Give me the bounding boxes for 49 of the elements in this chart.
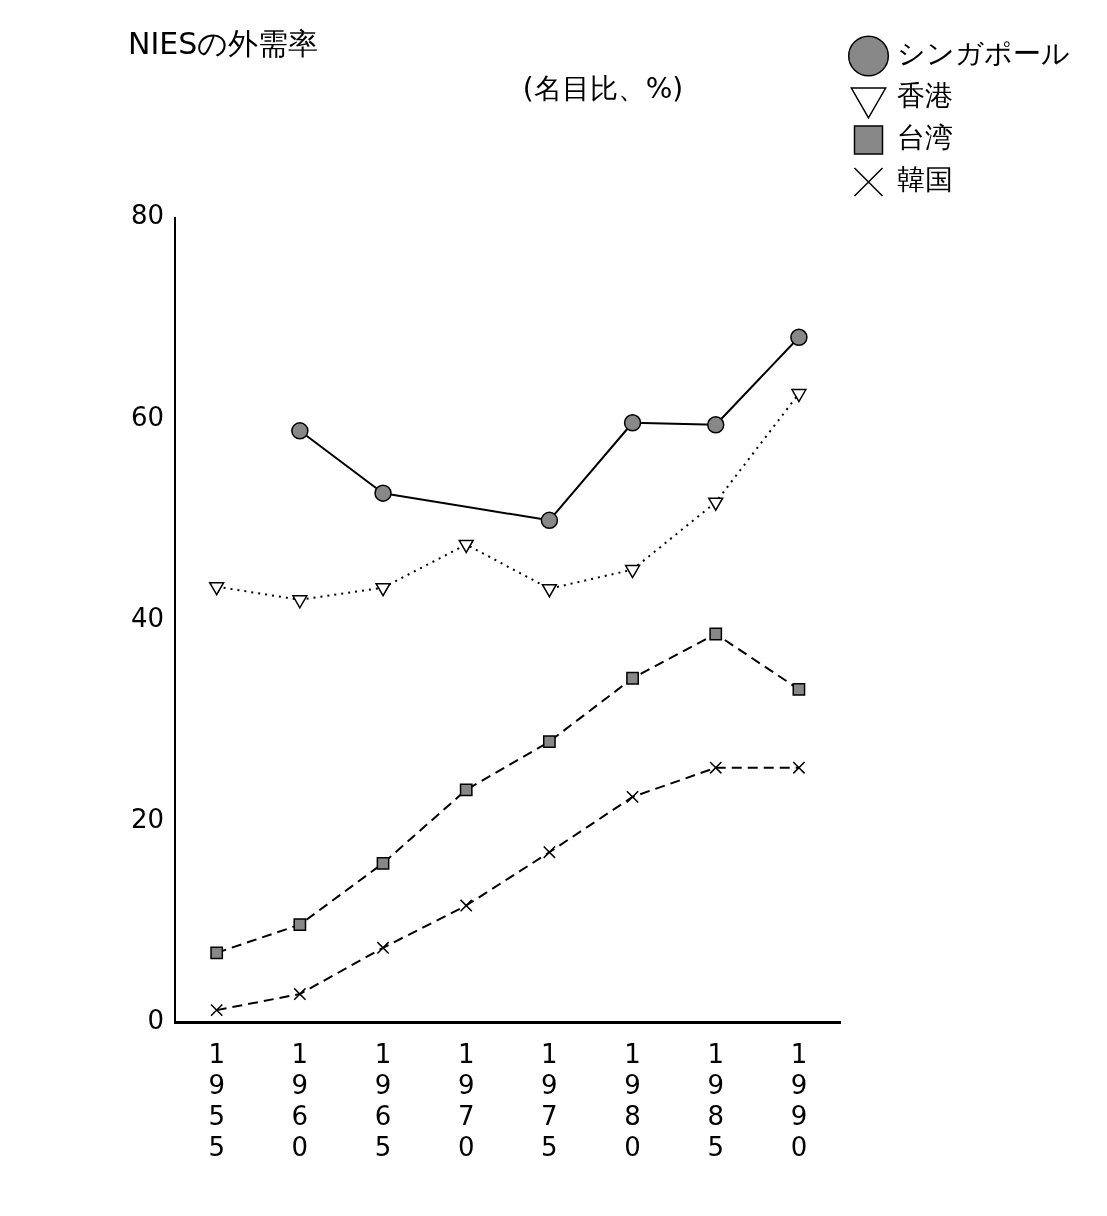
legend-label: 韓国 (896, 163, 953, 197)
point (791, 388, 807, 403)
point (709, 627, 723, 641)
point (626, 671, 639, 685)
x-tick-label: 1985 (707, 1038, 725, 1163)
y-tick-label: 80 (130, 200, 165, 231)
point (541, 583, 558, 598)
point (458, 539, 474, 554)
point (291, 422, 309, 440)
point (376, 856, 390, 870)
point (542, 845, 556, 859)
point (208, 581, 225, 596)
point (459, 783, 473, 797)
legend-label: シンガポール (896, 37, 1070, 71)
point (210, 946, 224, 960)
point (624, 564, 641, 579)
y-tick-label: 40 (130, 602, 165, 633)
point (709, 761, 723, 775)
x-tick-label: 1970 (457, 1038, 475, 1163)
point (708, 497, 724, 511)
point (790, 328, 808, 347)
point (375, 582, 391, 597)
point (374, 484, 392, 502)
x-tick-label: 1960 (291, 1038, 309, 1163)
chart-title: NIESの外需率 (128, 25, 319, 61)
point (459, 899, 473, 912)
point (292, 595, 308, 609)
point (792, 682, 806, 696)
point (540, 511, 559, 530)
point (293, 987, 307, 1001)
point (792, 761, 806, 775)
legend-label: 香港 (896, 79, 953, 113)
x-tick-label: 1955 (208, 1038, 225, 1163)
y-tick-label: 0 (147, 1004, 165, 1035)
chart-subtitle: (名目比、%) (522, 72, 684, 106)
point (210, 1003, 224, 1017)
x-tick-label: 1975 (541, 1038, 558, 1163)
point (376, 941, 390, 955)
x-tick-label: 1990 (790, 1038, 808, 1163)
point (542, 735, 556, 748)
point (623, 414, 642, 432)
x-tick-label: 1980 (624, 1038, 641, 1163)
legend-label: 台湾 (896, 121, 953, 155)
x-tick-label: 1965 (374, 1038, 392, 1163)
point (626, 790, 639, 804)
y-tick-label: 60 (130, 401, 165, 432)
y-tick-label: 20 (130, 803, 165, 834)
point (293, 918, 307, 932)
point (706, 416, 725, 434)
